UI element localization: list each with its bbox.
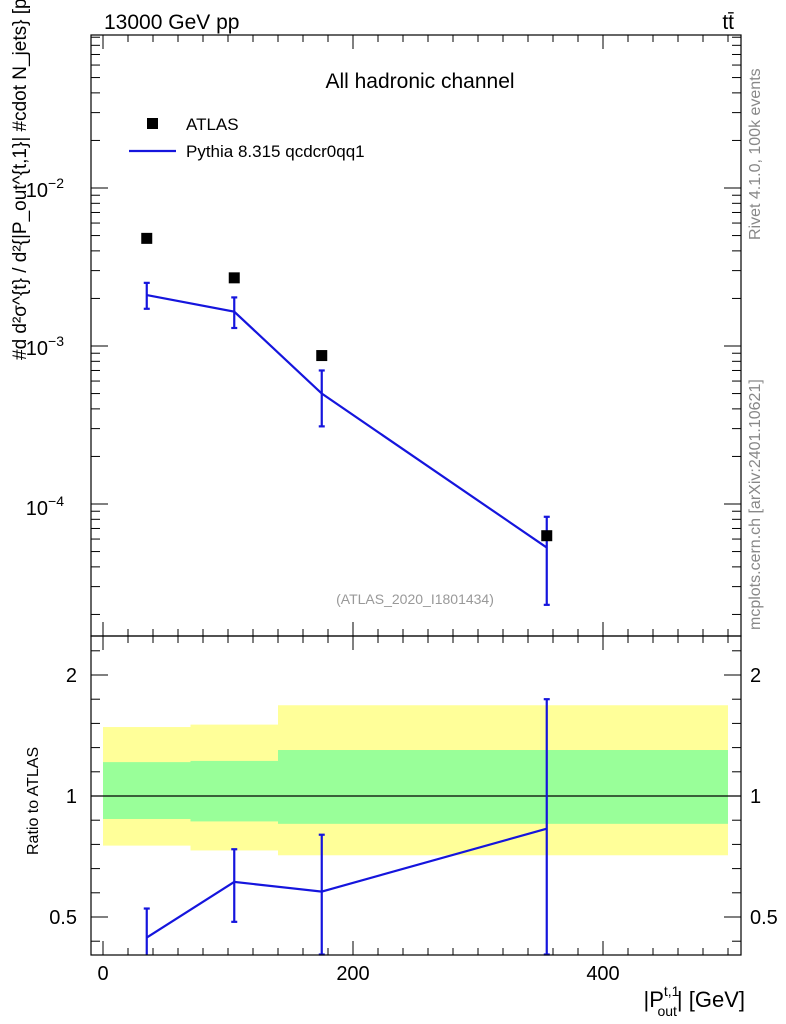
- ratio-band-inner: [103, 762, 191, 819]
- legend: ATLAS Pythia 8.315 qcdcr0qq1: [129, 115, 365, 161]
- pythia-ratio-line: [146, 827, 548, 939]
- x-axis-label-tail: | [GeV]: [677, 987, 745, 1012]
- ratio-y-tick-label-right-0.5: 0.5: [750, 907, 778, 929]
- main-plot-panel: All hadronic channel ATLAS Pythia 8.315 …: [10, 0, 742, 637]
- ratio-y-tick-labels: 2 1 0.5 2 1 0.5: [49, 665, 778, 929]
- y-tick-1e-3-base: 10: [26, 338, 48, 360]
- legend-atlas-label: ATLAS: [186, 115, 239, 134]
- ratio-plot-frame: [90, 635, 742, 956]
- ratio-data-layer: [143, 698, 550, 956]
- x-axis-label-main: |P: [643, 987, 663, 1012]
- x-axis-label-sup: t,1: [664, 983, 680, 999]
- atlas-data-point: [316, 350, 328, 362]
- x-axis-label: |Pt,1 out| [GeV]: [643, 983, 745, 1019]
- ratio-y-tick-label-left-1: 1: [66, 786, 77, 808]
- main-axis-ticks: [91, 35, 741, 636]
- x-tick-labels: 0 200 400: [97, 963, 619, 985]
- ratio-y-tick-label-left-2: 2: [66, 665, 77, 687]
- y-tick-label-1e-4: 10−4: [26, 493, 64, 520]
- process-label: tt̄: [722, 11, 734, 34]
- y-tick-label-1e-3: 10−3: [26, 333, 64, 360]
- ratio-y-tick-label-right-1: 1: [750, 786, 761, 808]
- main-data-layer: [141, 232, 553, 606]
- x-tick-label-200: 200: [336, 963, 369, 985]
- ratio-plot-panel: Ratio to ATLAS 2 1 0.5 2 1 0.5 0 200 400…: [25, 635, 778, 1019]
- rivet-version-text: Rivet 4.1.0, 100k events: [747, 68, 764, 240]
- y-tick-1e-2-base: 10: [26, 180, 48, 202]
- mcplots-reference-text: mcplots.cern.ch [arXiv:2401.10621]: [747, 379, 764, 630]
- energy-label: 13000 GeV pp: [104, 11, 239, 34]
- pythia-line: [146, 294, 548, 549]
- atlas-data-point: [541, 530, 553, 542]
- x-tick-label-400: 400: [586, 963, 619, 985]
- atlas-data-point: [141, 232, 153, 244]
- y-tick-1e-3-exp: −3: [48, 333, 64, 349]
- ratio-y-axis-label: Ratio to ATLAS: [25, 747, 42, 855]
- legend-atlas-marker: [147, 118, 158, 129]
- atlas-data-point: [228, 272, 240, 284]
- ratio-band-inner: [190, 760, 278, 822]
- analysis-watermark: (ATLAS_2020_I1801434): [336, 591, 494, 607]
- y-tick-1e-2-exp: −2: [48, 175, 64, 191]
- y-tick-labels: 10−2 10−3 10−4: [26, 175, 64, 520]
- y-axis-label: #d d²σ^{t} / d²{|P_out^{t,1}| #cdot N_je…: [10, 0, 31, 360]
- ratio-y-tick-label-right-2: 2: [750, 665, 761, 687]
- y-tick-1e-4-exp: −4: [48, 493, 64, 509]
- chart-title: All hadronic channel: [325, 70, 514, 93]
- legend-pythia-label: Pythia 8.315 qcdcr0qq1: [186, 142, 365, 161]
- ratio-band-inner: [278, 750, 728, 824]
- ratio-uncertainty-bands: [103, 705, 728, 856]
- ratio-axis-ticks: [91, 636, 741, 955]
- x-tick-label-0: 0: [97, 963, 108, 985]
- y-tick-label-1e-2: 10−2: [26, 175, 64, 202]
- ratio-y-tick-label-left-0.5: 0.5: [49, 907, 77, 929]
- x-axis-label-sub: out: [657, 1003, 677, 1019]
- y-tick-1e-4-base: 10: [26, 498, 48, 520]
